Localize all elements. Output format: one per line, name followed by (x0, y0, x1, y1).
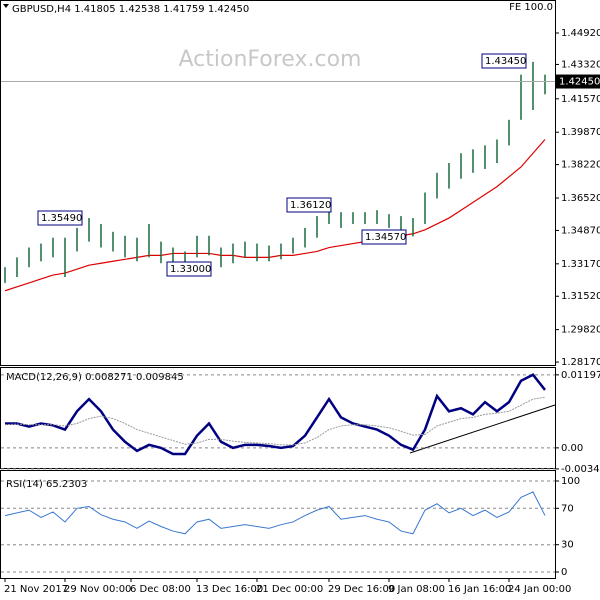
y-tick-label: 30 (561, 540, 574, 551)
price-annotation: 1.35490 (41, 213, 82, 224)
x-tick-label: 29 Dec 16:00 (328, 584, 395, 595)
y-tick-label: 1.39870 (561, 127, 600, 138)
x-tick-label: 9 Jan 08:00 (388, 584, 445, 595)
x-tick-label: 21 Dec 00:00 (256, 584, 323, 595)
y-tick-label: 1.33170 (561, 259, 600, 270)
last-price-box (556, 74, 600, 89)
price-annotation: 1.36120 (290, 200, 331, 211)
rsi-title: RSI(14) 65.2303 (6, 479, 87, 490)
x-tick-label: 24 Jan 00:00 (508, 584, 571, 595)
y-tick-label: 0.00 (561, 443, 583, 454)
y-tick-label: 1.43320 (561, 59, 600, 70)
trend-line (409, 404, 556, 454)
x-tick-label: 13 Dec 16:00 (196, 584, 263, 595)
price-annotation: 1.33000 (170, 264, 211, 275)
price-annotation-box (37, 210, 83, 226)
y-tick-label: 1.38220 (561, 160, 600, 171)
price-annotation: 1.34570 (365, 232, 406, 243)
price-annotation: 1.43450 (485, 56, 526, 67)
y-tick-label: 1.44920 (561, 28, 600, 39)
x-tick-label: 21 Nov 2017 (4, 584, 68, 595)
indicator-line (5, 373, 546, 456)
fe-label: FE 100.0 (509, 2, 553, 13)
rsi-panel-frame (0, 470, 556, 579)
last-price-label: 1.42450 (559, 77, 600, 88)
y-tick-label: 1.28170 (561, 357, 600, 368)
x-tick-label: 29 Nov 00:00 (64, 584, 131, 595)
price-annotation-box (361, 229, 407, 245)
x-tick-label: 6 Dec 08:00 (130, 584, 191, 595)
macd-title: MACD(12,26,9) 0.008271 0.009845 (6, 372, 184, 383)
x-tick-label: 16 Jan 16:00 (448, 584, 511, 595)
y-tick-label: 1.36520 (561, 193, 600, 204)
y-tick-label: -0.003453 (561, 464, 600, 475)
y-tick-label: 1.41570 (561, 94, 600, 105)
panel-arrow (3, 4, 9, 8)
price-annotation-box (166, 261, 212, 277)
moving-average (4, 139, 546, 292)
price-annotation-box (286, 197, 332, 213)
price-annotation-box (481, 53, 527, 69)
y-tick-label: 1.29820 (561, 325, 600, 336)
y-tick-label: 1.31520 (561, 291, 600, 302)
indicator-line (4, 491, 546, 535)
price-panel-frame (0, 0, 556, 366)
chart-title: GBPUSD,H4 1.41805 1.42538 1.41759 1.4245… (12, 4, 249, 15)
y-tick-label: 70 (561, 503, 574, 514)
y-tick-label: 100 (561, 476, 580, 487)
y-tick-label: 1.34870 (561, 225, 600, 236)
y-tick-label: 0 (561, 567, 567, 578)
watermark: ActionForex.com (179, 47, 362, 72)
y-tick-label: 0.011976 (561, 370, 600, 381)
indicator-line (4, 396, 546, 446)
